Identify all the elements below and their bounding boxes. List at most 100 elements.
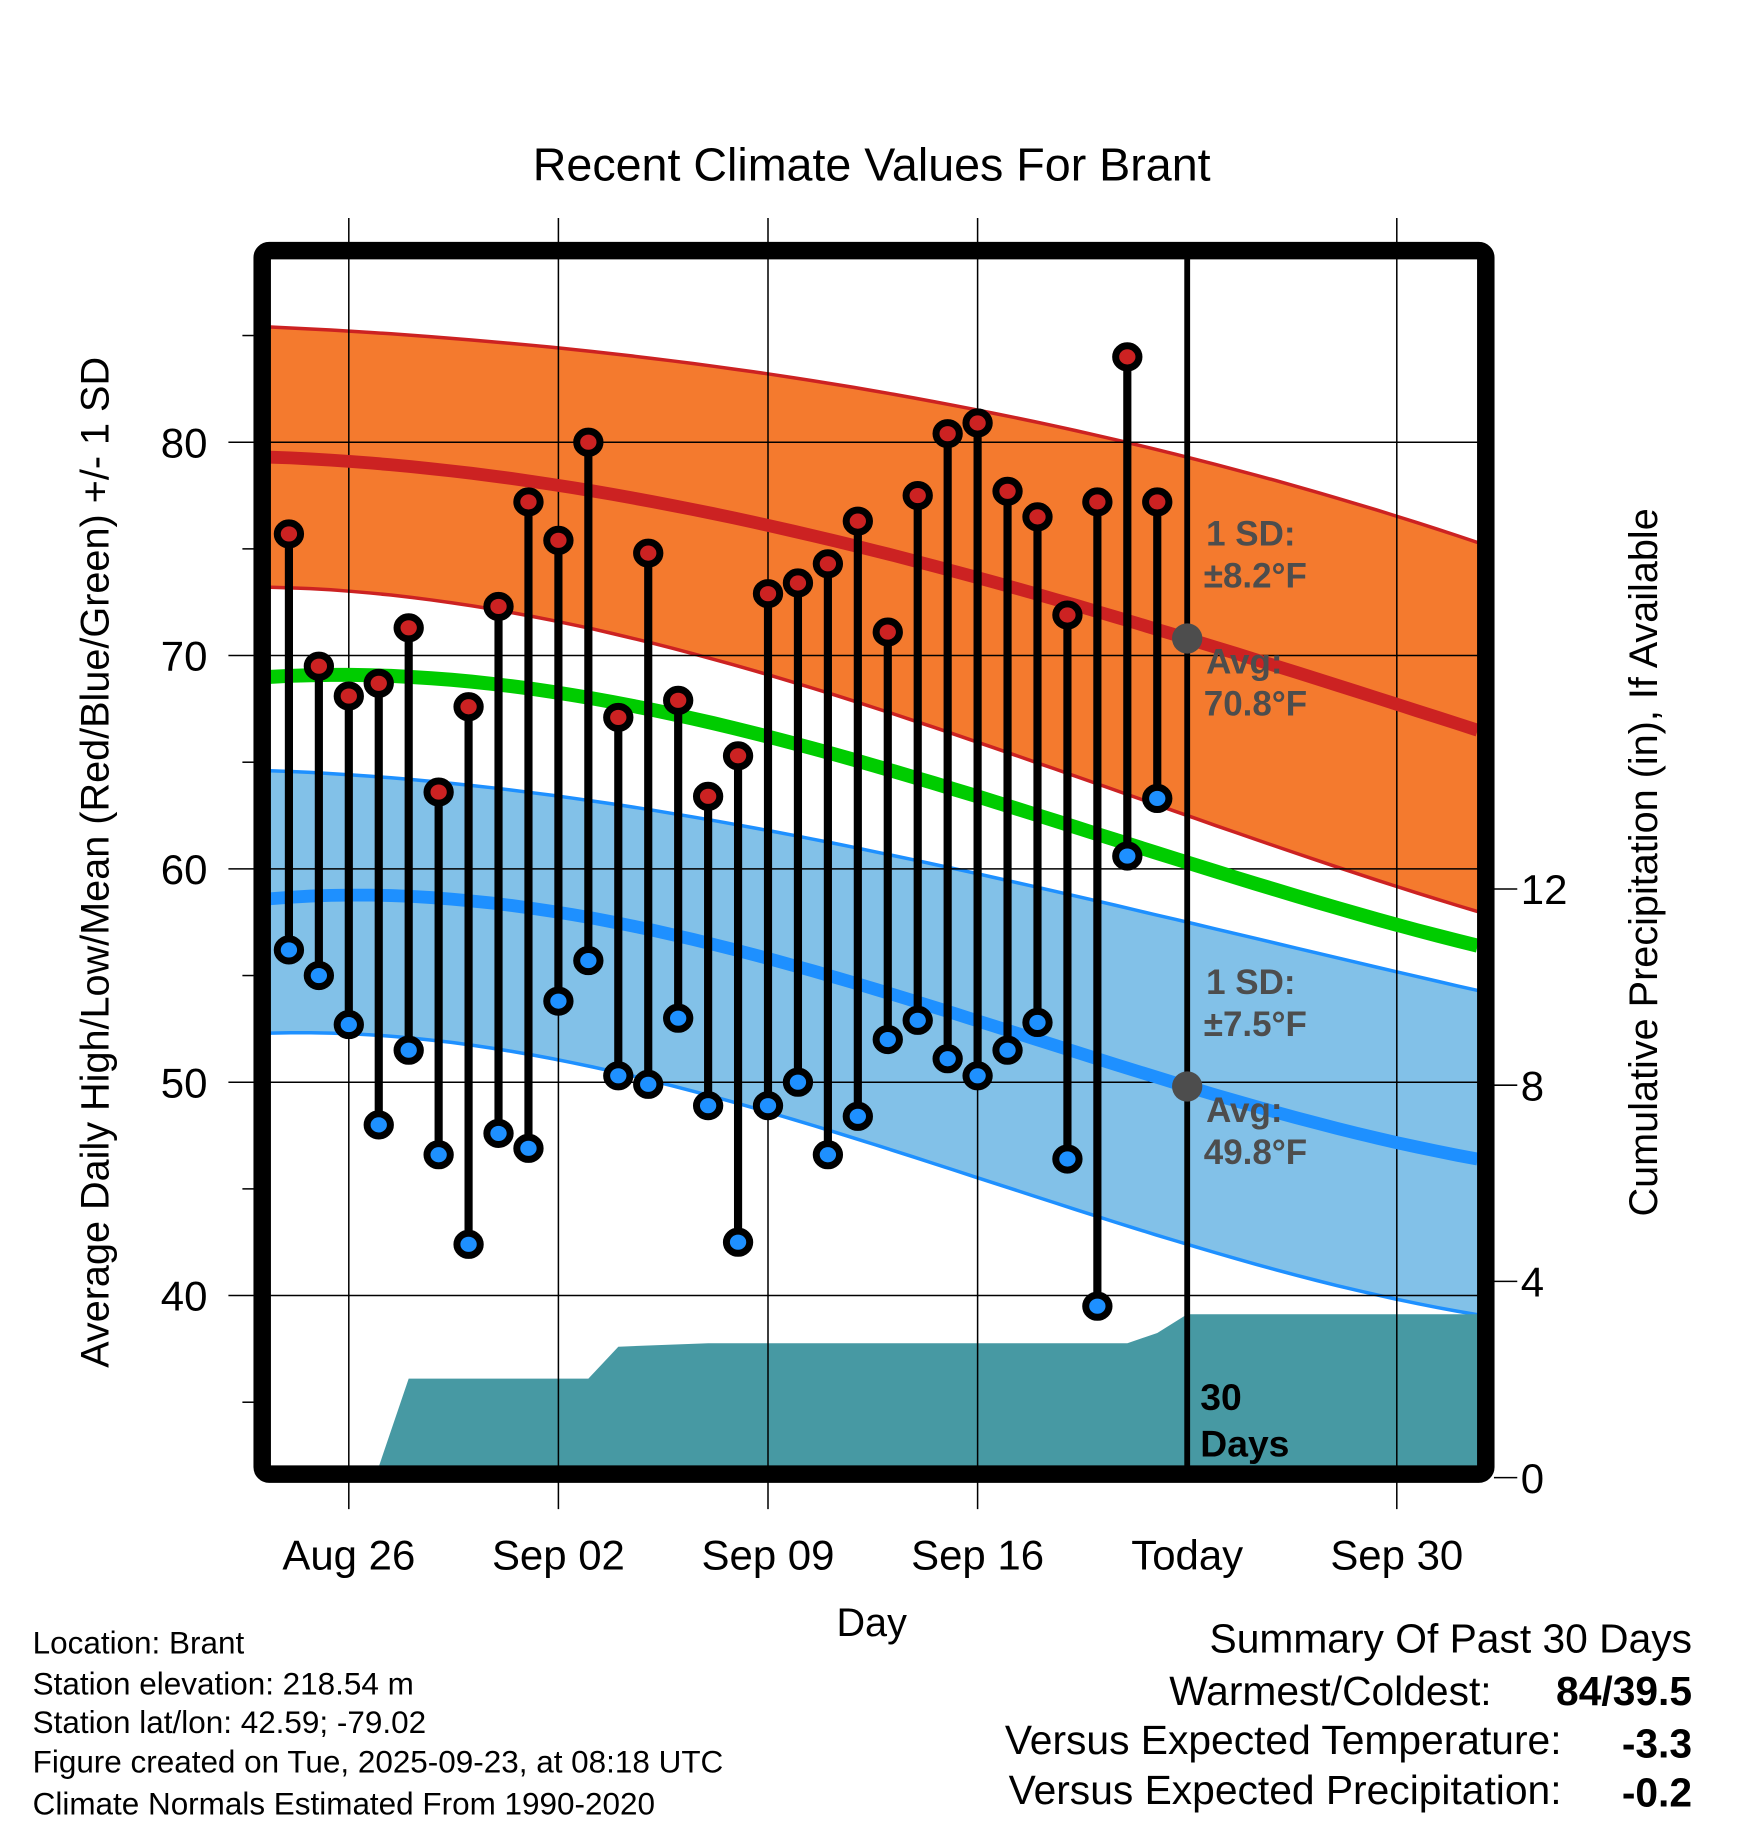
daily-high-point [722, 741, 754, 771]
axis-ticks: 40 50 60 70 80 0 4 8 12 Aug 26 Sep 02 Sep 09 Sep 16 T… [161, 334, 1568, 1579]
high-avg-value: 70.8°F [1204, 685, 1307, 724]
daily-low-point [842, 1101, 873, 1131]
daily-low-point [513, 1133, 544, 1163]
y2-tick-label: 8 [1521, 1062, 1544, 1109]
daily-high-point [932, 419, 963, 449]
daily-high-point [1082, 487, 1113, 517]
daily-low-point [633, 1069, 664, 1099]
y-tick-label: 60 [161, 846, 208, 893]
daily-low-point [303, 960, 335, 991]
daily-low-point [423, 1140, 454, 1170]
daily-high-point [1112, 342, 1143, 372]
daily-high-point [812, 549, 844, 579]
x-tick-label: Sep 02 [492, 1532, 625, 1579]
info-created: Figure created on Tue, 2025-09-23, at 08… [33, 1745, 724, 1780]
info-location: Location: Brant [33, 1626, 245, 1661]
high-sd-value: ±8.2°F [1204, 556, 1307, 595]
daily-low-point [453, 1229, 484, 1259]
daily-low-point [603, 1061, 634, 1091]
today-high-avg-marker [1172, 623, 1203, 654]
y-axis-label: Average Daily High/Low/Mean (Red/Blue/Gr… [73, 357, 117, 1368]
summary-warm-cold-value: 84/39.5 [1556, 1668, 1692, 1714]
daily-high-point [513, 487, 544, 517]
y-tick-label: 80 [161, 419, 208, 466]
window-days-unit: Days [1200, 1423, 1289, 1465]
low-sd-value: ±7.5°F [1204, 1005, 1307, 1044]
precipitation-area [270, 1314, 1478, 1469]
daily-low-point [393, 1035, 424, 1065]
normal-lines [269, 258, 1480, 1469]
daily-high-point [752, 579, 784, 609]
x-tick-label: Sep 09 [702, 1532, 835, 1579]
daily-low-point [782, 1067, 814, 1097]
window-days-number: 30 [1200, 1376, 1241, 1418]
high-sd-label: 1 SD: [1206, 514, 1295, 553]
high-sd-band-lower-edge [270, 585, 1479, 914]
daily-low-point [692, 1091, 724, 1121]
daily-low-point [333, 1010, 364, 1040]
x-tick-label: Today [1131, 1532, 1243, 1579]
daily-points [273, 342, 1173, 1321]
daily-high-point [303, 651, 335, 681]
daily-low-point [752, 1091, 784, 1121]
summary-title: Summary Of Past 30 Days [1210, 1615, 1693, 1661]
y2-tick-label: 4 [1521, 1259, 1544, 1306]
daily-high-point [603, 702, 634, 732]
y-tick-label: 40 [161, 1273, 208, 1320]
high-normal-line [270, 450, 1480, 737]
mean-normal-line [269, 667, 1480, 953]
summary-precip-value: -0.2 [1622, 1769, 1692, 1815]
daily-high-point [483, 591, 514, 622]
x-tick-label: Aug 26 [282, 1532, 415, 1579]
daily-low-point [483, 1118, 514, 1148]
y-tick-label: 70 [161, 633, 208, 680]
chart-title: Recent Climate Values For Brant [533, 139, 1211, 191]
daily-high-point [902, 480, 933, 511]
daily-high-point [992, 476, 1023, 506]
y2-tick-label: 12 [1521, 866, 1568, 913]
daily-low-point [1022, 1007, 1053, 1038]
daily-high-point [842, 506, 873, 536]
daily-low-point [962, 1061, 993, 1091]
low-sd-label: 1 SD: [1206, 963, 1295, 1002]
daily-high-point [273, 519, 305, 549]
y2-tick-label: 0 [1521, 1455, 1544, 1502]
info-latlon: Station lat/lon: 42.59; -79.02 [33, 1705, 426, 1740]
daily-high-point [633, 538, 664, 568]
daily-low-point [992, 1035, 1023, 1065]
daily-low-point [1082, 1291, 1113, 1321]
daily-high-point [663, 685, 694, 715]
plot-frame [253, 241, 1495, 1483]
precipitation-area-fill [270, 1314, 1478, 1469]
daily-low-point [1112, 841, 1143, 871]
summary-warm-cold-label: Warmest/Coldest: [1169, 1668, 1491, 1714]
daily-high-point [782, 568, 814, 598]
daily-high-point [423, 777, 454, 807]
low-avg-label: Avg: [1206, 1091, 1282, 1130]
daily-low-point [872, 1024, 903, 1055]
daily-high-point [333, 681, 364, 711]
today-low-avg-marker [1172, 1071, 1203, 1102]
daily-high-point [1142, 487, 1173, 517]
y2-axis-label: Cumulative Precipitation (in), If Availa… [1622, 508, 1666, 1216]
daily-high-point [393, 613, 424, 643]
daily-low-point [573, 946, 604, 976]
daily-low-point [363, 1110, 394, 1140]
daily-high-point [573, 427, 604, 457]
daily-low-point [663, 1003, 694, 1033]
daily-high-point [363, 668, 394, 698]
x-tick-label: Sep 16 [911, 1532, 1044, 1579]
daily-low-point [1142, 783, 1173, 814]
daily-low-point [812, 1140, 844, 1170]
summary-temp-value: -3.3 [1622, 1720, 1692, 1766]
x-axis-label: Day [836, 1601, 907, 1645]
high-sd-band-upper-edge [270, 325, 1479, 545]
high-avg-label: Avg: [1206, 643, 1282, 682]
daily-high-point [872, 617, 903, 647]
info-elevation: Station elevation: 218.54 m [33, 1666, 414, 1701]
daily-low-point [1052, 1144, 1083, 1174]
high-sd-band [270, 327, 1478, 912]
daily-high-point [543, 525, 574, 555]
